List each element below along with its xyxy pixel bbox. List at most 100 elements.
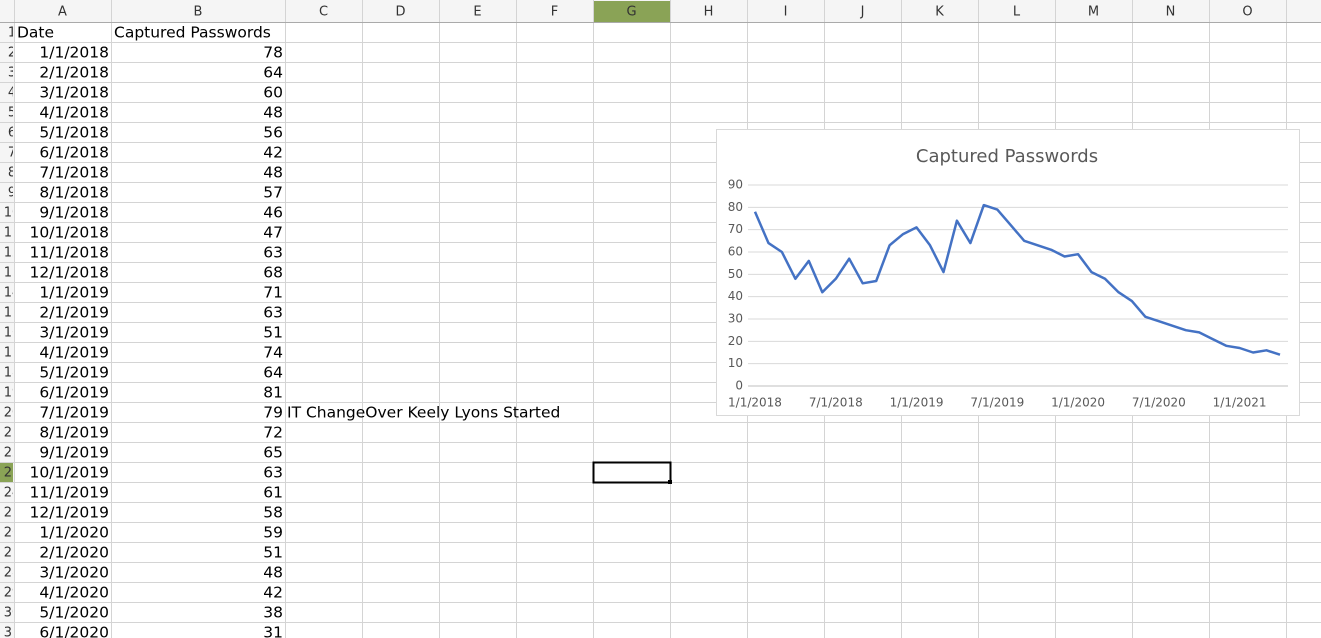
column-header[interactable]: H	[704, 5, 714, 20]
value-cell[interactable]: 58	[263, 504, 283, 522]
column-header[interactable]: J	[860, 5, 865, 20]
column-header[interactable]: F	[551, 5, 558, 20]
value-cell[interactable]: 79	[263, 404, 283, 422]
row-header[interactable]: 21	[4, 426, 21, 441]
value-cell[interactable]: 71	[263, 284, 283, 302]
date-cell[interactable]: 9/1/2018	[39, 204, 109, 222]
date-cell[interactable]: 4/1/2019	[39, 344, 109, 362]
date-cell[interactable]: 10/1/2019	[30, 464, 109, 482]
row-header[interactable]: 26	[4, 526, 21, 541]
date-cell[interactable]: 6/1/2019	[39, 384, 109, 402]
column-header[interactable]: A	[58, 5, 67, 20]
value-cell[interactable]: 59	[263, 524, 283, 542]
value-cell[interactable]: 64	[263, 364, 283, 382]
column-header[interactable]: G	[626, 5, 636, 20]
row-header[interactable]: 4	[8, 86, 16, 101]
selected-cell[interactable]	[592, 461, 672, 484]
row-header[interactable]: 15	[4, 306, 21, 321]
row-header[interactable]: 29	[4, 586, 21, 601]
column-header[interactable]: K	[935, 5, 944, 20]
value-cell[interactable]: 31	[263, 624, 283, 638]
row-header[interactable]: 11	[4, 226, 21, 241]
row-header[interactable]: 7	[8, 146, 16, 161]
row-header[interactable]: 9	[8, 186, 16, 201]
date-cell[interactable]: 7/1/2019	[39, 404, 109, 422]
value-cell[interactable]: 63	[263, 464, 283, 482]
fill-handle[interactable]	[668, 480, 672, 484]
value-cell[interactable]: 64	[263, 64, 283, 82]
date-cell[interactable]: 1/1/2019	[39, 284, 109, 302]
column-header[interactable]: M	[1088, 5, 1099, 20]
row-header[interactable]: 20	[4, 406, 21, 421]
row-header[interactable]: 8	[8, 166, 16, 181]
row-header[interactable]: 18	[4, 366, 21, 381]
value-cell[interactable]: 68	[263, 264, 283, 282]
column-header[interactable]: D	[395, 5, 405, 20]
date-cell[interactable]: 5/1/2020	[39, 604, 109, 622]
row-header[interactable]: 30	[4, 606, 21, 621]
note-cell[interactable]: IT ChangeOver Keely Lyons Started	[287, 404, 560, 422]
date-cell[interactable]: 2/1/2018	[39, 64, 109, 82]
column-header[interactable]: O	[1242, 5, 1252, 20]
row-header[interactable]: 2	[8, 46, 16, 61]
date-cell[interactable]: 2/1/2020	[39, 544, 109, 562]
column-header[interactable]: L	[1013, 5, 1021, 20]
row-header[interactable]: 19	[4, 386, 21, 401]
value-cell[interactable]: 78	[263, 44, 283, 62]
value-cell[interactable]: 61	[263, 484, 283, 502]
date-cell[interactable]: 7/1/2018	[39, 164, 109, 182]
cell-text[interactable]: Date	[17, 24, 54, 42]
date-cell[interactable]: 8/1/2019	[39, 424, 109, 442]
column-header[interactable]: B	[194, 5, 203, 20]
date-cell[interactable]: 12/1/2018	[30, 264, 109, 282]
value-cell[interactable]: 63	[263, 244, 283, 262]
value-cell[interactable]: 48	[263, 564, 283, 582]
value-cell[interactable]: 47	[263, 224, 283, 242]
row-header[interactable]: 6	[8, 126, 16, 141]
date-cell[interactable]: 3/1/2019	[39, 324, 109, 342]
row-header[interactable]: 1	[8, 26, 16, 41]
row-header[interactable]: 25	[4, 506, 21, 521]
date-cell[interactable]: 9/1/2019	[39, 444, 109, 462]
date-cell[interactable]: 5/1/2019	[39, 364, 109, 382]
row-header[interactable]: 23	[4, 466, 21, 481]
value-cell[interactable]: 81	[263, 384, 283, 402]
value-cell[interactable]: 60	[263, 84, 283, 102]
date-cell[interactable]: 8/1/2018	[39, 184, 109, 202]
date-cell[interactable]: 1/1/2018	[39, 44, 109, 62]
value-cell[interactable]: 63	[263, 304, 283, 322]
value-cell[interactable]: 38	[263, 604, 283, 622]
date-cell[interactable]: 5/1/2018	[39, 124, 109, 142]
row-header[interactable]: 16	[4, 326, 21, 341]
date-cell[interactable]: 6/1/2020	[39, 624, 109, 638]
date-cell[interactable]: 4/1/2020	[39, 584, 109, 602]
cell-text[interactable]: Captured Passwords	[114, 24, 271, 42]
date-cell[interactable]: 10/1/2018	[30, 224, 109, 242]
value-cell[interactable]: 42	[263, 584, 283, 602]
value-cell[interactable]: 48	[263, 164, 283, 182]
row-header[interactable]: 5	[8, 106, 16, 121]
value-cell[interactable]: 57	[263, 184, 283, 202]
value-cell[interactable]: 46	[263, 204, 283, 222]
value-cell[interactable]: 74	[263, 344, 283, 362]
row-header[interactable]: 14	[4, 286, 21, 301]
chart[interactable]: Captured Passwords 0 10 20 30 40 50 60 70 80 90 1/1…	[716, 129, 1300, 416]
value-cell[interactable]: 51	[263, 544, 283, 562]
date-cell[interactable]: 4/1/2018	[39, 104, 109, 122]
row-header[interactable]: 17	[4, 346, 21, 361]
column-header[interactable]: C	[319, 5, 328, 20]
value-cell[interactable]: 48	[263, 104, 283, 122]
value-cell[interactable]: 56	[263, 124, 283, 142]
value-cell[interactable]: 42	[263, 144, 283, 162]
row-header[interactable]: 3	[8, 66, 16, 81]
row-header[interactable]: 24	[4, 486, 21, 501]
date-cell[interactable]: 3/1/2018	[39, 84, 109, 102]
date-cell[interactable]: 3/1/2020	[39, 564, 109, 582]
value-cell[interactable]: 72	[263, 424, 283, 442]
row-header[interactable]: 13	[4, 266, 21, 281]
row-header[interactable]: 31	[4, 626, 21, 638]
column-header[interactable]: N	[1166, 5, 1176, 20]
row-header[interactable]: 22	[4, 446, 21, 461]
row-header[interactable]: 10	[4, 206, 21, 221]
column-header[interactable]: I	[784, 5, 788, 20]
